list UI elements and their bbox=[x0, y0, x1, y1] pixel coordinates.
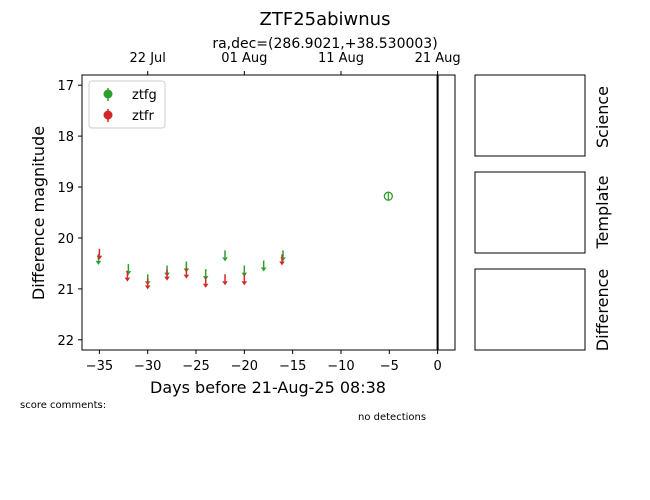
x-tick-label: −20 bbox=[231, 359, 258, 374]
detections-note: no detections bbox=[358, 412, 426, 423]
x-tick-label: −30 bbox=[134, 359, 161, 374]
data-marks bbox=[95, 191, 393, 290]
top-tick-label: 11 Aug bbox=[318, 51, 364, 66]
x-tick-label: −5 bbox=[380, 359, 399, 374]
template-label: Template bbox=[593, 175, 612, 249]
y-tick-label: 21 bbox=[57, 283, 74, 298]
y-tick-label: 20 bbox=[57, 232, 74, 247]
y-axis: 17 18 19 20 21 22 bbox=[57, 79, 82, 349]
chart-subtitle: ra,dec=(286.9021,+38.530003) bbox=[212, 36, 437, 52]
score-comments-label: score comments: bbox=[20, 400, 106, 411]
x-tick-label: −15 bbox=[279, 359, 306, 374]
y-tick-label: 18 bbox=[57, 130, 74, 145]
difference-label: Difference bbox=[593, 269, 612, 351]
y-axis-label: Difference magnitude bbox=[29, 126, 48, 300]
upper-limit-arrow-ztfr bbox=[222, 281, 228, 286]
chart-title: ZTF25abiwnus bbox=[260, 9, 391, 30]
legend-item-ztfr: ztfr bbox=[103, 109, 154, 124]
top-tick-label: 01 Aug bbox=[221, 51, 267, 66]
upper-limit-arrow-ztfr bbox=[144, 285, 151, 290]
detection-point-ztfg bbox=[383, 191, 393, 201]
top-tick-label: 21 Aug bbox=[415, 51, 461, 66]
x-axis-label: Days before 21-Aug-25 08:38 bbox=[150, 378, 386, 397]
upper-limit-arrow-ztfg bbox=[222, 257, 228, 262]
legend-item-ztfg: ztfg bbox=[103, 88, 157, 103]
science-label: Science bbox=[593, 86, 612, 148]
y-tick-label: 17 bbox=[57, 79, 74, 94]
difference-panel bbox=[474, 268, 586, 351]
upper-limit-arrow-ztfr bbox=[241, 281, 248, 286]
x-tick-label: −35 bbox=[86, 359, 113, 374]
template-panel bbox=[474, 171, 586, 254]
x-axis: −35 −30 −25 −20 −15 −10 −5 0 bbox=[86, 350, 442, 374]
upper-limit-arrow-ztfr bbox=[183, 274, 190, 279]
legend-label-ztfr: ztfr bbox=[132, 109, 154, 124]
science-panel bbox=[474, 74, 586, 157]
legend-marker-r bbox=[103, 110, 113, 120]
x-tick-label: 0 bbox=[433, 359, 441, 374]
upper-limit-arrow-ztfr bbox=[164, 276, 170, 281]
x-tick-label: −10 bbox=[327, 359, 354, 374]
legend: ztfg ztfr bbox=[88, 80, 166, 129]
legend-marker-g bbox=[103, 89, 113, 99]
upper-limit-arrow-ztfr bbox=[202, 283, 209, 288]
y-tick-label: 22 bbox=[57, 334, 74, 349]
top-axis: 22 Jul 01 Aug 11 Aug 21 Aug bbox=[130, 51, 461, 75]
y-tick-label: 19 bbox=[57, 181, 74, 196]
upper-limit-arrow-ztfg bbox=[95, 260, 102, 265]
top-tick-label: 22 Jul bbox=[130, 51, 166, 66]
upper-limit-arrow-ztfr bbox=[124, 277, 131, 282]
legend-label-ztfg: ztfg bbox=[132, 88, 157, 103]
upper-limit-arrow-ztfg bbox=[260, 267, 267, 272]
x-tick-label: −25 bbox=[182, 359, 209, 374]
upper-limit-arrow-ztfr bbox=[279, 261, 285, 266]
upper-limit-arrow-ztfr bbox=[96, 255, 103, 260]
